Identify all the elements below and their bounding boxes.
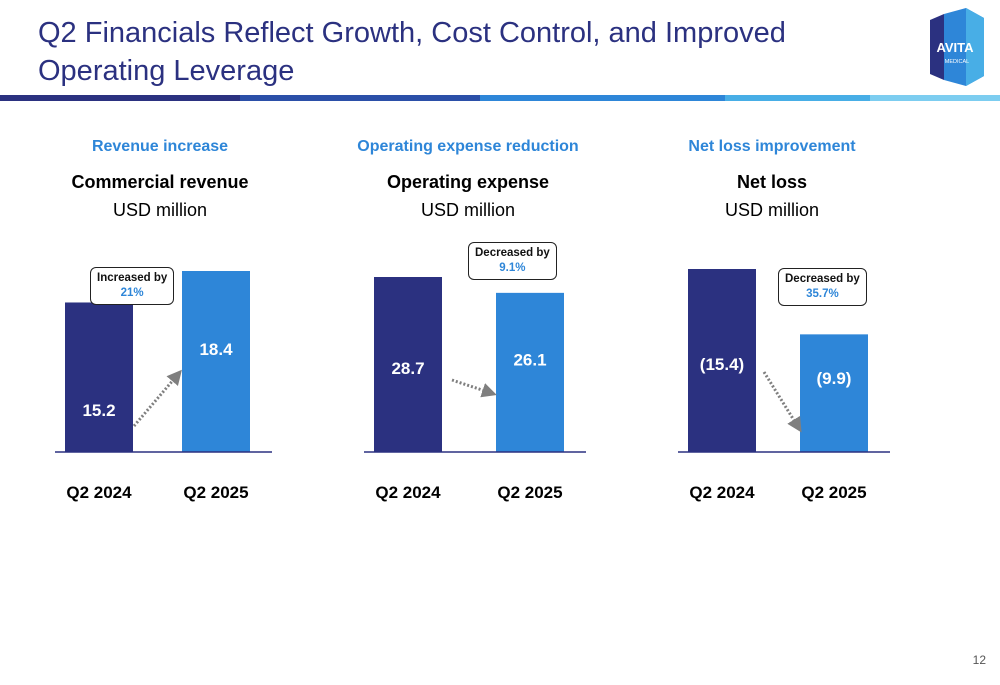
bar-q2-2025 xyxy=(800,334,868,452)
chart-title: Net loss xyxy=(736,172,808,192)
annotation-line1: Decreased by xyxy=(785,273,860,285)
annotation-line1: Increased by xyxy=(97,272,168,284)
chart-kicker: Net loss improvement xyxy=(688,138,856,155)
annotation-box: Increased by 21% xyxy=(90,267,175,305)
bar-value-label: 26.1 xyxy=(513,351,546,370)
chart-title: Commercial revenue xyxy=(71,172,249,192)
rule-segment-4 xyxy=(725,95,870,101)
bar-q2-2024 xyxy=(65,302,133,452)
logo-subtext: MEDICAL xyxy=(945,59,969,65)
annotation-box: Decreased by 9.1% xyxy=(468,242,557,280)
rule-segment-2 xyxy=(240,95,480,101)
revenue-bar-chart: 15.2 Q2 2024 18.4 Q2 2025 xyxy=(55,271,272,502)
change-arrow xyxy=(132,369,182,427)
opex-bar-chart: 28.7 Q2 2024 26.1 Q2 2025 xyxy=(364,277,586,502)
x-tick-label: Q2 2024 xyxy=(66,483,132,502)
x-tick-label: Q2 2024 xyxy=(375,483,441,502)
avita-logo: AVITA MEDICAL xyxy=(930,8,984,86)
change-arrow xyxy=(451,378,497,398)
rule-segment-1 xyxy=(0,95,240,101)
bar-value-label: 15.2 xyxy=(82,401,115,420)
opex-chart-panel: Operating expense reduction Operating ex… xyxy=(318,130,618,530)
bar-value-label: (9.9) xyxy=(817,369,852,388)
bar-value-label: 18.4 xyxy=(199,340,233,359)
revenue-chart-panel: Revenue increase Commercial revenue USD … xyxy=(10,130,310,530)
annotation-line2: 21% xyxy=(120,287,144,299)
annotation-line2: 35.7% xyxy=(806,288,839,300)
rule-segment-3 xyxy=(480,95,725,101)
change-arrow xyxy=(762,371,802,433)
annotation-line2: 9.1% xyxy=(499,262,526,274)
chart-unit: USD million xyxy=(112,200,208,220)
bar-value-label: 28.7 xyxy=(391,359,424,378)
x-tick-label: Q2 2025 xyxy=(497,483,562,502)
bar-q2-2024 xyxy=(374,277,442,452)
chart-kicker: Revenue increase xyxy=(91,138,229,155)
page-number: 12 xyxy=(972,653,986,667)
x-tick-label: Q2 2025 xyxy=(183,483,248,502)
page-title: Q2 Financials Reflect Growth, Cost Contr… xyxy=(38,17,786,87)
annotation-box: Decreased by 35.7% xyxy=(778,268,867,306)
bar-value-label: (15.4) xyxy=(700,355,744,374)
rule-segment-5 xyxy=(870,95,1000,101)
x-tick-label: Q2 2024 xyxy=(689,483,755,502)
bar-q2-2024 xyxy=(688,269,756,452)
logo-text: AVITA xyxy=(936,40,974,55)
chart-unit: USD million xyxy=(724,200,820,220)
bar-q2-2025 xyxy=(182,271,250,452)
x-tick-label: Q2 2025 xyxy=(801,483,866,502)
annotation-line1: Decreased by xyxy=(475,247,550,259)
netloss-chart-panel: Net loss improvement Net loss USD millio… xyxy=(622,130,922,530)
netloss-bar-chart: (15.4) Q2 2024 (9.9) Q2 2025 xyxy=(678,269,890,502)
header-rule xyxy=(0,95,1000,101)
chart-kicker: Operating expense reduction xyxy=(357,138,579,155)
bar-q2-2025 xyxy=(496,292,564,452)
chart-unit: USD million xyxy=(420,200,516,220)
chart-title: Operating expense xyxy=(386,172,550,192)
